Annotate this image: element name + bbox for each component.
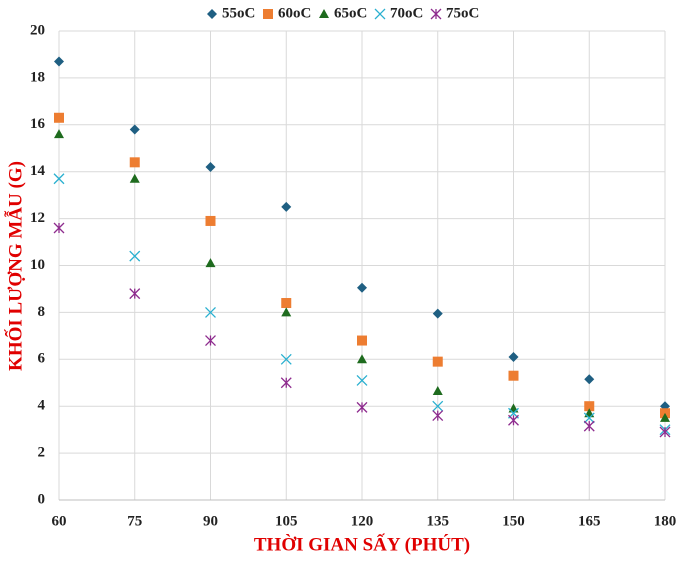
y-tick-label: 10 <box>30 257 45 273</box>
legend-label: 75oC <box>446 5 479 21</box>
point <box>508 370 519 381</box>
y-tick-label: 20 <box>30 22 45 38</box>
legend-label: 60oC <box>278 5 311 21</box>
x-tick-label: 75 <box>127 513 142 529</box>
x-tick-label: 180 <box>654 513 677 529</box>
point <box>583 420 595 432</box>
point <box>432 385 443 395</box>
x-tick-label: 105 <box>275 513 298 529</box>
y-axis-title: KHỐI LƯỢNG MẪU (G) <box>4 161 26 371</box>
legend-marker <box>374 8 386 20</box>
legend-marker <box>263 9 273 19</box>
point <box>280 377 292 389</box>
y-tick-label: 14 <box>30 163 46 179</box>
x-tick-label: 150 <box>502 513 525 529</box>
point <box>508 414 519 426</box>
point <box>281 298 292 309</box>
point <box>54 112 64 123</box>
point <box>129 288 141 300</box>
x-axis-title: THỜI GIAN SẤY (PHÚT) <box>254 533 470 555</box>
point <box>54 56 64 67</box>
legend-marker <box>207 9 217 19</box>
point <box>281 201 292 212</box>
point <box>660 412 670 422</box>
point <box>205 162 216 173</box>
x-tick-label: 90 <box>203 513 218 529</box>
point <box>508 351 519 362</box>
point <box>129 173 140 183</box>
point <box>357 282 367 293</box>
legend-label: 65oC <box>334 5 367 21</box>
point <box>129 250 141 262</box>
point <box>584 374 595 385</box>
x-tick-label: 135 <box>427 513 450 529</box>
point <box>357 335 367 346</box>
y-tick-label: 6 <box>38 351 46 367</box>
x-tick-label: 165 <box>578 513 601 529</box>
point <box>205 258 216 268</box>
x-tick-label: 60 <box>52 513 67 529</box>
y-tick-label: 18 <box>30 69 45 85</box>
point <box>129 124 140 135</box>
y-tick-label: 16 <box>30 116 46 132</box>
legend-marker <box>430 8 442 20</box>
point <box>53 173 65 185</box>
y-tick-label: 2 <box>38 445 46 461</box>
point <box>54 129 64 139</box>
point <box>356 401 368 413</box>
point <box>583 412 595 424</box>
point <box>205 306 216 318</box>
point <box>432 308 443 319</box>
point <box>129 157 140 168</box>
point <box>356 374 368 386</box>
point <box>432 400 444 412</box>
legend-label: 55oC <box>222 5 255 21</box>
point <box>432 356 443 367</box>
point <box>53 222 65 234</box>
legend-label: 70oC <box>390 5 423 21</box>
y-tick-label: 8 <box>38 304 46 320</box>
legend-marker <box>319 9 329 18</box>
point <box>357 354 367 364</box>
x-tick-label: 120 <box>351 513 374 529</box>
point <box>659 426 671 438</box>
point <box>281 307 292 317</box>
y-tick-label: 12 <box>30 210 45 226</box>
point <box>432 410 444 422</box>
point <box>205 335 216 346</box>
y-tick-label: 4 <box>38 398 46 414</box>
y-tick-label: 0 <box>38 491 46 507</box>
point <box>280 353 292 365</box>
point <box>508 403 519 413</box>
point <box>205 215 216 226</box>
point <box>584 401 595 412</box>
